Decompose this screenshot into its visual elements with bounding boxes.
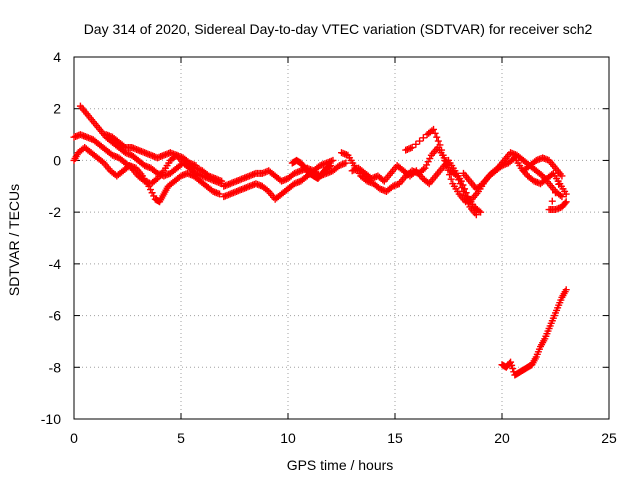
series-track-m [498, 286, 570, 379]
series-track-a [70, 144, 224, 206]
data-point [558, 193, 566, 201]
data-point [548, 197, 556, 205]
data-point [555, 180, 563, 188]
series-track-l [519, 154, 570, 214]
grid-lines [74, 57, 609, 419]
data-point [552, 189, 559, 197]
data-point [509, 155, 517, 163]
data-point [342, 159, 350, 167]
data-point [459, 181, 467, 189]
series-track-e [220, 159, 350, 190]
axis-ticks [73, 56, 610, 420]
data-point [537, 171, 545, 179]
data-point [457, 177, 465, 185]
data-point [477, 181, 485, 189]
data-point [441, 156, 449, 164]
data-point [148, 189, 156, 197]
data-point [218, 177, 226, 185]
data-point [444, 166, 452, 174]
y-tick-label: 0 [53, 152, 61, 168]
data-point [98, 158, 106, 166]
y-tick-label: -8 [49, 359, 62, 375]
data-point [126, 163, 134, 171]
data-point [436, 141, 444, 149]
series-track-g [288, 156, 335, 183]
x-axis-label: GPS time / hours [287, 457, 394, 473]
x-tick-label: 20 [494, 430, 510, 446]
data-point [408, 144, 416, 151]
data-point [431, 129, 439, 137]
data-points [70, 102, 570, 379]
data-point [562, 198, 570, 206]
data-point [562, 190, 570, 198]
data-point [509, 365, 517, 373]
data-point [416, 137, 424, 145]
data-point [508, 361, 516, 369]
data-point [461, 185, 469, 193]
x-tick-label: 0 [70, 430, 78, 446]
y-tick-label: 4 [53, 49, 61, 65]
data-point [434, 137, 442, 145]
data-point [439, 151, 447, 159]
y-tick-label: -4 [49, 256, 62, 272]
series-track-c [70, 131, 200, 188]
data-point [556, 191, 564, 199]
data-point [412, 140, 420, 148]
series-track-d [102, 131, 226, 185]
data-point [558, 172, 566, 180]
data-point [150, 192, 158, 200]
data-point [507, 358, 515, 366]
data-point [561, 199, 569, 207]
data-point [426, 154, 434, 162]
y-axis-label: SDTVAR / TECUs [6, 184, 22, 296]
x-tick-label: 5 [177, 430, 185, 446]
data-point [462, 189, 470, 197]
y-tick-labels: 4 2 0 -2 -4 -6 -8 -10 [41, 49, 61, 427]
data-point [327, 162, 335, 170]
data-point [433, 133, 441, 141]
data-point [447, 175, 455, 183]
y-tick-label: -2 [49, 204, 62, 220]
data-point [419, 134, 427, 142]
data-point [477, 208, 485, 216]
data-point [216, 190, 224, 198]
data-point [421, 164, 429, 172]
series-track-f [220, 156, 337, 203]
data-point [475, 207, 483, 215]
data-point [438, 146, 446, 154]
plot-frame [73, 56, 610, 420]
x-tick-label: 25 [601, 430, 617, 446]
data-point [562, 286, 570, 294]
data-point [263, 186, 271, 194]
chart-title: Day 314 of 2020, Sidereal Day-to-day VTE… [84, 21, 593, 37]
data-point [419, 165, 427, 173]
data-point [423, 161, 431, 169]
data-point [424, 158, 432, 166]
data-point [329, 156, 337, 164]
data-point [472, 211, 480, 219]
data-point [548, 171, 556, 179]
data-point [430, 125, 438, 133]
y-tick-label: -10 [41, 411, 61, 427]
data-point [446, 171, 454, 179]
y-tick-label: 2 [53, 101, 61, 117]
data-point [120, 142, 128, 150]
y-tick-label: -6 [49, 308, 62, 324]
data-point [152, 176, 160, 184]
x-tick-label: 10 [280, 430, 296, 446]
x-tick-labels: 0 5 10 15 20 25 [70, 430, 617, 446]
x-tick-label: 15 [387, 430, 403, 446]
data-point [442, 162, 450, 170]
series-track-i [348, 156, 485, 216]
